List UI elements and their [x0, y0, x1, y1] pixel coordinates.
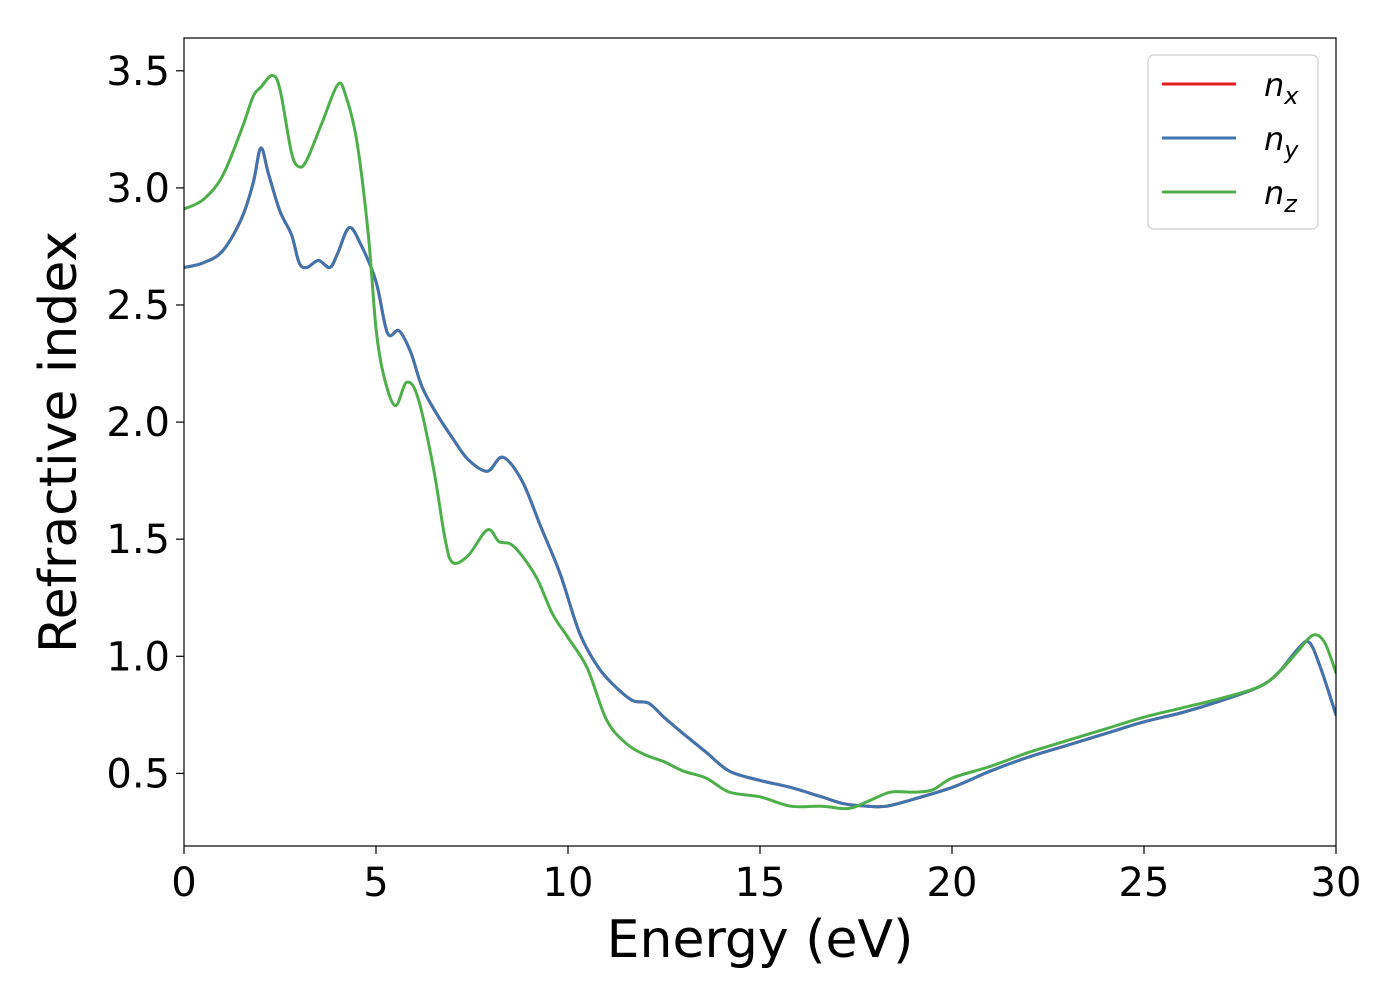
y-tick-label: 2.5: [106, 283, 170, 329]
x-tick-label: 25: [1119, 860, 1170, 906]
legend-label-ny: ny: [1264, 120, 1299, 164]
x-tick-label: 20: [927, 860, 978, 906]
y-tick-label: 3.0: [106, 166, 170, 212]
y-tick-label: 1.5: [106, 517, 170, 563]
x-tick-label: 30: [1311, 860, 1362, 906]
legend-label-nz: nz: [1264, 174, 1298, 218]
series-layer: [184, 73, 1336, 811]
x-tick-label: 10: [543, 860, 594, 906]
legend-label-nx: nx: [1264, 66, 1299, 110]
x-tick-label: 15: [735, 860, 786, 906]
legend-frame: [1147, 54, 1319, 230]
y-tick-label: 3.5: [106, 49, 170, 95]
series-line-ny: [184, 146, 1336, 809]
series-line-nx: [184, 146, 1336, 809]
y-tick-label: 0.5: [106, 751, 170, 797]
y-axis-ticks: 0.5 1.0 1.5 2.0 2.5 3.0 3.5: [106, 49, 184, 797]
x-tick-label: 0: [171, 860, 196, 906]
x-axis-ticks: 0 5 10 15 20 25 30: [171, 846, 1361, 906]
legend: nx ny nz: [1147, 54, 1319, 230]
y-tick-label: 2.0: [106, 400, 170, 446]
series-line-nz: [184, 73, 1336, 811]
y-axis-label: Refractive index: [29, 231, 89, 653]
x-axis-label: Energy (eV): [607, 910, 914, 970]
x-tick-label: 5: [363, 860, 388, 906]
y-tick-label: 1.0: [106, 634, 170, 680]
